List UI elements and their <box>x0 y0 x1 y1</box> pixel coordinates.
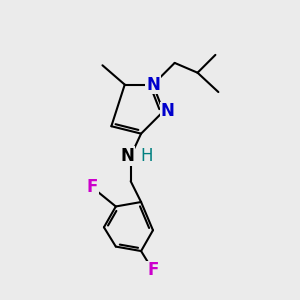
Text: H: H <box>141 147 153 165</box>
Text: N: N <box>161 102 175 120</box>
Text: N: N <box>146 76 160 94</box>
Text: N: N <box>121 147 135 165</box>
Text: F: F <box>86 178 98 196</box>
Text: F: F <box>147 261 159 279</box>
